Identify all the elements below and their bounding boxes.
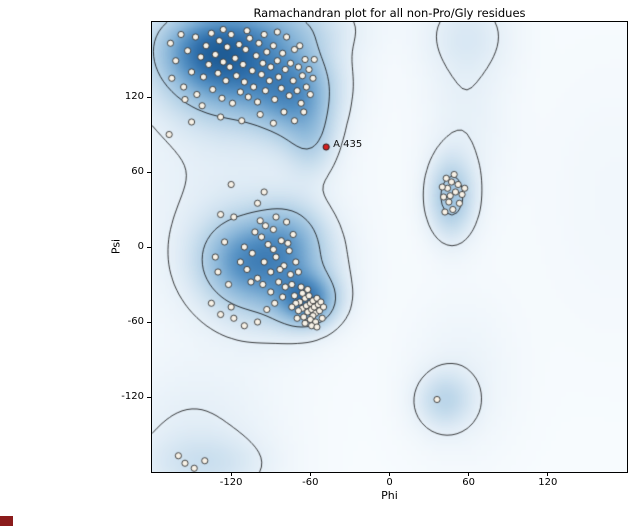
corner-artifact bbox=[0, 516, 13, 526]
x-tick-label: 120 bbox=[538, 477, 558, 488]
plot-area: A 435 bbox=[151, 21, 628, 473]
y-tick-label: 0 bbox=[137, 241, 144, 252]
y-tick-mark bbox=[147, 246, 151, 248]
y-tick-label: 60 bbox=[131, 166, 144, 177]
x-tick-label: -120 bbox=[219, 477, 243, 488]
chart-title: Ramachandran plot for all non-Pro/Gly re… bbox=[253, 6, 526, 20]
highlight-label: A 435 bbox=[333, 139, 363, 150]
y-tick-label: -60 bbox=[127, 316, 144, 327]
y-tick-label: 120 bbox=[124, 91, 144, 102]
y-tick-label: -120 bbox=[121, 391, 144, 402]
y-tick-mark bbox=[147, 96, 151, 98]
x-tick-label: -60 bbox=[302, 477, 319, 488]
y-tick-mark bbox=[147, 396, 151, 398]
x-tick-label: 0 bbox=[386, 477, 393, 488]
x-axis-label: Phi bbox=[381, 489, 398, 502]
plot-canvas[interactable] bbox=[152, 22, 627, 472]
x-tick-label: 60 bbox=[462, 477, 476, 488]
x-tick-mark bbox=[309, 472, 311, 476]
y-tick-mark bbox=[147, 321, 151, 323]
y-tick-mark bbox=[147, 171, 151, 173]
x-tick-mark bbox=[230, 472, 232, 476]
x-tick-mark bbox=[389, 472, 390, 476]
x-tick-mark bbox=[468, 472, 470, 476]
x-tick-mark bbox=[547, 472, 549, 476]
